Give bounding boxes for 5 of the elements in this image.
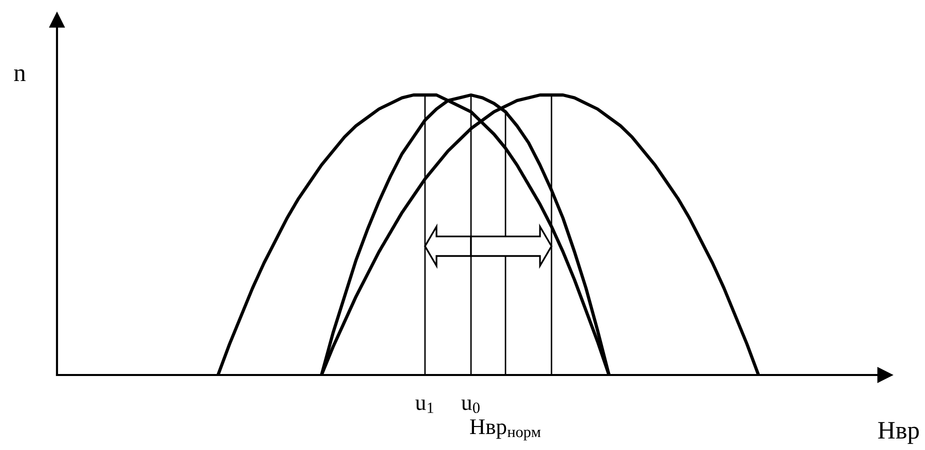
x-tick-label: Нвр$_{норм}$: [470, 419, 541, 440]
x-axis-title: Нвр: [878, 422, 919, 444]
y-axis-title: n: [14, 69, 26, 82]
x-tick-label: u$_{0}$: [461, 400, 480, 414]
x-tick-label: u$_{1}$: [415, 400, 434, 413]
